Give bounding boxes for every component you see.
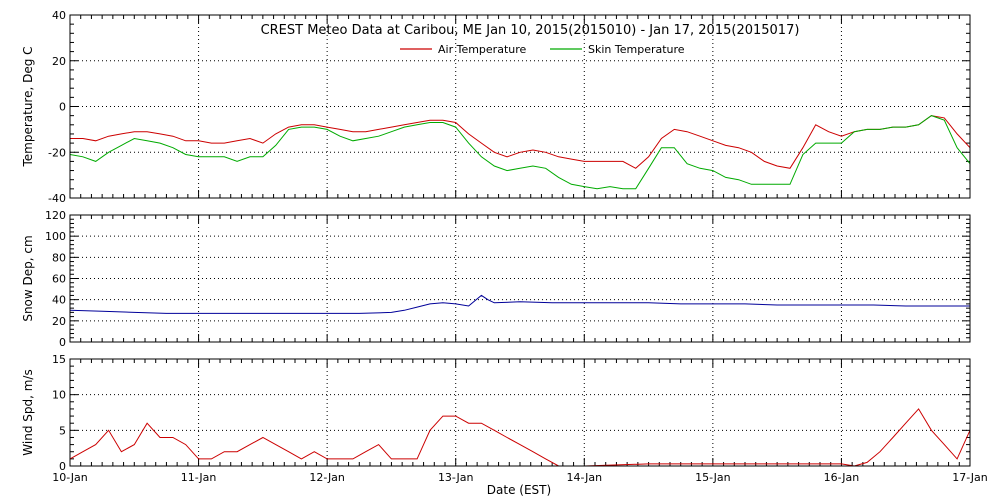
panel-snow_depth: 0 20 40 60 80 100 120 Snow Dep, cm bbox=[21, 209, 971, 349]
x-axis-label: Date (EST) bbox=[487, 483, 551, 497]
y-tick-label: 20 bbox=[52, 315, 66, 328]
skin-temperature-series-line bbox=[69, 115, 971, 190]
x-tick-label: 13-Jan bbox=[438, 471, 474, 484]
x-tick-label: 14-Jan bbox=[567, 471, 603, 484]
y-tick-label: 100 bbox=[45, 230, 66, 243]
y-tick-label: 10 bbox=[52, 389, 66, 402]
y-axis-label-snow_depth: Snow Dep, cm bbox=[21, 235, 35, 321]
legend-air-temperature-label: Air Temperature bbox=[438, 43, 527, 56]
y-axis-label-temperature: Temperature, Deg C bbox=[21, 46, 35, 167]
y-tick-label: 120 bbox=[45, 209, 66, 222]
x-tick-label: 16-Jan bbox=[824, 471, 860, 484]
legend: Air Temperature Skin Temperature bbox=[400, 43, 685, 56]
x-tick-label: 15-Jan bbox=[695, 471, 731, 484]
panel-frame-wind_speed bbox=[69, 358, 971, 467]
y-tick-label: 80 bbox=[52, 251, 66, 264]
y-axis-label-wind_speed: Wind Spd, m/s bbox=[21, 369, 35, 455]
panel-temperature: -40 -20 0 20 40 Temperature, Deg C bbox=[21, 9, 971, 205]
panel-frame-snow_depth bbox=[69, 214, 971, 343]
y-tick-label: 20 bbox=[52, 55, 66, 68]
y-tick-label: 40 bbox=[52, 294, 66, 307]
x-tick-label: 10-Jan bbox=[52, 471, 88, 484]
y-tick-label: 0 bbox=[59, 336, 66, 349]
x-tick-label: 17-Jan bbox=[952, 471, 988, 484]
y-tick-label: -20 bbox=[48, 146, 66, 159]
y-tick-label: 60 bbox=[52, 273, 66, 286]
legend-skin-temperature-label: Skin Temperature bbox=[588, 43, 685, 56]
y-tick-label: 15 bbox=[52, 353, 66, 366]
snow_depth-series-line bbox=[69, 294, 970, 314]
y-tick-label: 0 bbox=[59, 460, 66, 473]
x-tick-label: 11-Jan bbox=[181, 471, 217, 484]
x-tick-label: 12-Jan bbox=[309, 471, 345, 484]
y-tick-label: 0 bbox=[59, 101, 66, 114]
panel-frame-temperature bbox=[69, 14, 971, 199]
y-tick-label: -40 bbox=[48, 192, 66, 205]
y-tick-label: 5 bbox=[59, 424, 66, 437]
panels: -40 -20 0 20 40 Temperature, Deg C 0 20 40 60 80 10… bbox=[21, 9, 988, 484]
y-tick-label: 40 bbox=[52, 9, 66, 22]
chart-title: CREST Meteo Data at Caribou, ME Jan 10, … bbox=[261, 23, 800, 38]
panel-wind_speed: 0 5 10 15 Wind Spd, m/s 10-Jan 11-Jan 12-Jan 13-… bbox=[21, 353, 988, 484]
air-temperature-series-line bbox=[70, 115, 971, 169]
